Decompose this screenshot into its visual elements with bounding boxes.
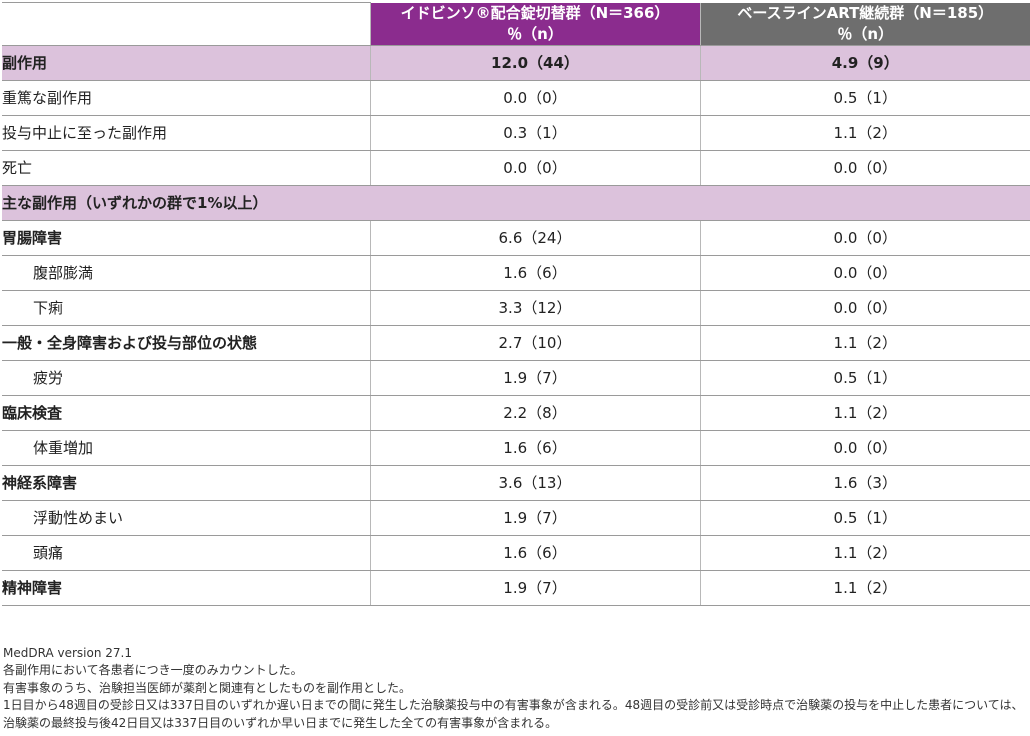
- row-label: 副作用: [2, 45, 370, 81]
- row-label: 頭痛: [2, 535, 370, 571]
- row-label: 神経系障害: [2, 465, 370, 501]
- table-row-general-disorders: 一般・全身障害および投与部位の状態 2.7（10） 1.1（2）: [2, 325, 1030, 361]
- row-value-switch: 1.6（6）: [369, 255, 700, 291]
- row-value-switch: 0.3（1）: [369, 115, 700, 151]
- table-row-serious: 重篤な副作用 0.0（0） 0.5（1）: [2, 80, 1030, 116]
- header-baseline-group: ベースラインART継続群（N＝185） ％（n）: [699, 2, 1030, 46]
- table-row-nervous-system: 神経系障害 3.6（13） 1.6（3）: [2, 465, 1030, 501]
- row-value-baseline: 1.1（2）: [699, 570, 1030, 606]
- row-value-baseline: 0.0（0）: [699, 255, 1030, 291]
- row-value-baseline: 1.1（2）: [699, 395, 1030, 431]
- row-label: 死亡: [2, 150, 370, 186]
- row-value-switch: 2.7（10）: [369, 325, 700, 361]
- row-value-switch: 2.2（8）: [369, 395, 700, 431]
- row-label: 疲労: [2, 360, 370, 396]
- row-value-switch: 3.3（12）: [369, 290, 700, 326]
- row-value-switch: 1.9（7）: [369, 500, 700, 536]
- row-label: 精神障害: [2, 570, 370, 606]
- row-label: 腹部膨満: [2, 255, 370, 291]
- row-value-baseline: 1.1（2）: [699, 535, 1030, 571]
- row-label: 体重増加: [2, 430, 370, 466]
- table-row-adverse-reactions: 副作用 12.0（44） 4.9（9）: [2, 45, 1030, 81]
- footnote-meddra-version: MedDRA version 27.1: [3, 646, 132, 660]
- row-value-baseline: 1.6（3）: [699, 465, 1030, 501]
- row-value-baseline: 0.5（1）: [699, 80, 1030, 116]
- row-value-baseline: 0.0（0）: [699, 290, 1030, 326]
- table-row-dizziness: 浮動性めまい 1.9（7） 0.5（1）: [2, 500, 1030, 536]
- row-value-switch: 1.9（7）: [369, 360, 700, 396]
- footnotes: MedDRA version 27.1 各副作用において各患者につき一度のみカウ…: [3, 645, 1029, 732]
- footnote-period: 1日目から48週目の受診日又は337日目のいずれか遅い日までの間に発生した治験薬…: [3, 698, 1024, 730]
- row-label: 投与中止に至った副作用: [2, 115, 370, 151]
- header-switch-group-unit: ％（n）: [507, 24, 563, 43]
- row-value-baseline: 4.9（9）: [699, 45, 1030, 81]
- row-value-switch: 6.6（24）: [369, 220, 700, 256]
- row-label: 重篤な副作用: [2, 80, 370, 116]
- row-value-switch: 12.0（44）: [369, 45, 700, 81]
- row-label: 浮動性めまい: [2, 500, 370, 536]
- row-value-switch: 1.6（6）: [369, 430, 700, 466]
- row-value-switch: 0.0（0）: [369, 80, 700, 116]
- table-row-abdominal-distension: 腹部膨満 1.6（6） 0.0（0）: [2, 255, 1030, 291]
- table-row-weight-increased: 体重増加 1.6（6） 0.0（0）: [2, 430, 1030, 466]
- table-row-main-reactions-heading: 主な副作用（いずれかの群で1%以上）: [2, 185, 1030, 221]
- table-row-psychiatric: 精神障害 1.9（7） 1.1（2）: [2, 570, 1030, 606]
- header-switch-group: イドビンソ®配合錠切替群（N＝366） ％（n）: [369, 2, 700, 46]
- header-baseline-group-title: ベースラインART継続群（N＝185）: [737, 3, 994, 22]
- row-value-baseline: 0.5（1）: [699, 500, 1030, 536]
- row-value-baseline: 0.0（0）: [699, 150, 1030, 186]
- row-value-switch: 1.6（6）: [369, 535, 700, 571]
- table-row-fatigue: 疲労 1.9（7） 0.5（1）: [2, 360, 1030, 396]
- row-value-switch: 0.0（0）: [369, 150, 700, 186]
- table-row-death: 死亡 0.0（0） 0.0（0）: [2, 150, 1030, 186]
- row-value-baseline: 1.1（2）: [699, 115, 1030, 151]
- footnote-count-once: 各副作用において各患者につき一度のみカウントした。: [3, 663, 303, 678]
- row-value-baseline: 0.0（0）: [699, 220, 1030, 256]
- table-row-gastrointestinal: 胃腸障害 6.6（24） 0.0（0）: [2, 220, 1030, 256]
- table-row-headache: 頭痛 1.6（6） 1.1（2）: [2, 535, 1030, 571]
- footnote-definition: 有害事象のうち、治験担当医師が薬剤と関連有としたものを副作用とした。: [3, 680, 412, 695]
- row-value-switch: 1.9（7）: [369, 570, 700, 606]
- row-value-baseline: 0.5（1）: [699, 360, 1030, 396]
- row-value-baseline: 1.1（2）: [699, 325, 1030, 361]
- section-heading: 主な副作用（いずれかの群で1%以上）: [2, 185, 1030, 221]
- header-baseline-group-unit: ％（n）: [837, 24, 894, 43]
- row-value-switch: 3.6（13）: [369, 465, 700, 501]
- table-row-investigations: 臨床検査 2.2（8） 1.1（2）: [2, 395, 1030, 431]
- header-blank-cell: [2, 2, 370, 46]
- adverse-reactions-table: イドビンソ®配合錠切替群（N＝366） ％（n） ベースラインART継続群（N＝…: [2, 2, 1030, 606]
- table-row-diarrhoea: 下痢 3.3（12） 0.0（0）: [2, 290, 1030, 326]
- row-label: 臨床検査: [2, 395, 370, 431]
- table-row-discontinuation: 投与中止に至った副作用 0.3（1） 1.1（2）: [2, 115, 1030, 151]
- row-label: 下痢: [2, 290, 370, 326]
- row-value-baseline: 0.0（0）: [699, 430, 1030, 466]
- row-label: 胃腸障害: [2, 220, 370, 256]
- header-switch-group-title: イドビンソ®配合錠切替群（N＝366）: [400, 3, 670, 22]
- table-header-row: イドビンソ®配合錠切替群（N＝366） ％（n） ベースラインART継続群（N＝…: [2, 2, 1030, 46]
- row-label: 一般・全身障害および投与部位の状態: [2, 325, 370, 361]
